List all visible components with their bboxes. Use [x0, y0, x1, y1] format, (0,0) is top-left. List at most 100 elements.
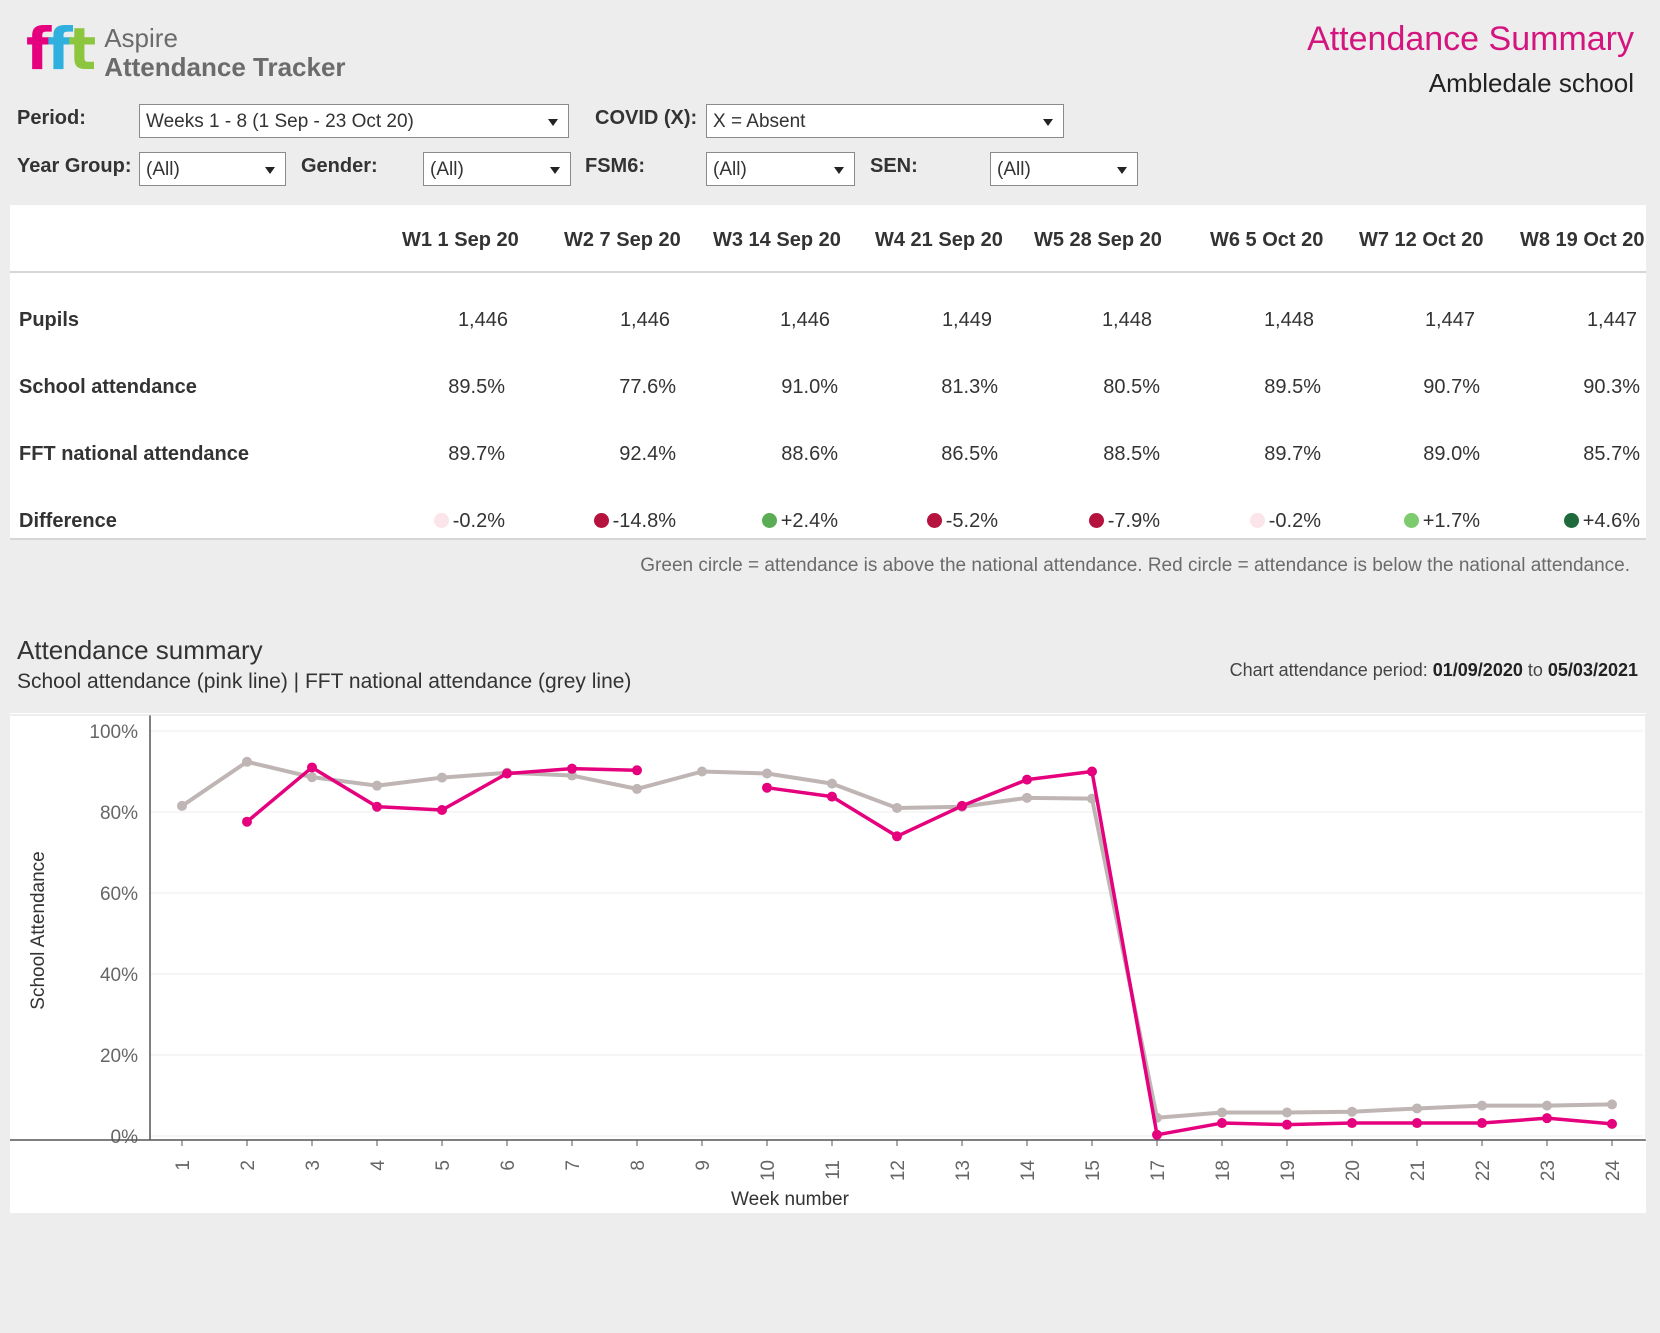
x-tick-label: 9: [693, 1160, 714, 1171]
gender-label: Gender:: [301, 155, 378, 177]
school-attendance-point: [957, 800, 967, 811]
chevron-down-icon: [550, 167, 560, 174]
school-attendance-point: [892, 831, 902, 842]
national-attendance-point: [242, 756, 252, 767]
logo-line2: Attendance Tracker: [104, 52, 346, 82]
national-attendance-point: [762, 768, 772, 779]
difference-cell: +4.6%: [1510, 510, 1640, 533]
school-attendance-point: [1607, 1118, 1617, 1129]
table-cell: 91.0%: [781, 376, 838, 398]
table-cell: 80.5%: [1103, 376, 1160, 398]
gender-select[interactable]: (All): [423, 152, 571, 186]
national-attendance-line: [180, 759, 1613, 1120]
table-row-school-attendance: School attendance 89.5% 77.6% 91.0% 81.3…: [10, 356, 1646, 422]
table-cell: 89.5%: [1264, 376, 1321, 398]
attendance-line-chart: 0%20%40%60%80%100%1 2 3 4 5 6 7 8 9 10 11 12 13 14 15 1…: [10, 714, 1647, 1210]
column-header: W8 19 Oct 20: [1520, 229, 1645, 251]
national-attendance-point: [1022, 792, 1032, 803]
table-cell: 1,446: [779, 309, 830, 331]
attendance-chart-panel: 0% 20% 40% 60% 80% 100% 1 2 3 4 5 6 7 8 9 10 11 12 13 14 15 1…: [10, 713, 1647, 1213]
x-tick-label: 18: [1213, 1160, 1234, 1181]
x-tick-label: 10: [758, 1160, 779, 1181]
column-header: W5 28 Sep 20: [1034, 229, 1162, 251]
covid-label: COVID (X):: [595, 107, 698, 129]
school-attendance-point: [1477, 1118, 1487, 1129]
gender-select-value: (All): [430, 159, 464, 180]
fsm6-select[interactable]: (All): [706, 152, 855, 186]
y-tick-label: 100%: [89, 722, 138, 743]
table-row-pupils: Pupils 1,446 1,446 1,446 1,449 1,448 1,4…: [10, 289, 1646, 355]
y-axis-title: School Attendance: [28, 851, 49, 1009]
difference-value: -5.2%: [945, 510, 998, 532]
table-cell: 89.7%: [1264, 443, 1321, 465]
difference-dot: [761, 513, 777, 528]
table-cell: 1,447: [1424, 309, 1475, 331]
logo-text: Aspire Attendance Tracker: [104, 24, 345, 82]
difference-cell: -0.2%: [1191, 510, 1321, 533]
table-cell: 89.0%: [1423, 443, 1480, 465]
year-group-select-value: (All): [146, 159, 180, 180]
school-attendance-point: [1282, 1119, 1292, 1130]
x-tick-label: 4: [368, 1160, 389, 1171]
column-header: W6 5 Oct 20: [1210, 229, 1324, 251]
difference-value: -14.8%: [612, 510, 676, 532]
national-attendance-point: [1607, 1099, 1617, 1110]
fft-logo-mark: fft: [26, 15, 96, 83]
difference-dot: [1249, 513, 1265, 528]
national-attendance-point: [892, 802, 902, 813]
x-tick-label: 2: [238, 1160, 259, 1171]
difference-value: +1.7%: [1422, 510, 1480, 532]
row-label: FFT national attendance: [19, 443, 250, 465]
column-header: W4 21 Sep 20: [875, 229, 1003, 251]
x-tick-label: 21: [1408, 1160, 1429, 1181]
table-header: W1 1 Sep 20 W2 7 Sep 20 W3 14 Sep 20 W4 …: [10, 205, 1646, 273]
difference-cell: -7.9%: [1030, 510, 1160, 533]
x-tick-label: 1: [173, 1160, 194, 1171]
x-tick-label: 20: [1343, 1160, 1364, 1181]
summary-table: W1 1 Sep 20 W2 7 Sep 20 W3 14 Sep 20 W4 …: [10, 205, 1646, 540]
table-cell: 86.5%: [941, 443, 998, 465]
x-tick-label: 24: [1603, 1160, 1624, 1182]
national-attendance-point: [1477, 1100, 1487, 1111]
table-cell: 85.7%: [1583, 443, 1640, 465]
x-tick-label: 23: [1538, 1160, 1559, 1181]
x-tick-label: 22: [1473, 1160, 1494, 1181]
school-attendance-point: [372, 801, 382, 812]
chevron-down-icon: [1043, 119, 1053, 126]
chart-title: Attendance summary: [17, 635, 263, 665]
school-attendance-point: [1152, 1129, 1162, 1140]
row-label: Difference: [19, 510, 117, 532]
period-select[interactable]: Weeks 1 - 8 (1 Sep - 23 Oct 20): [139, 104, 569, 138]
national-attendance-point: [1412, 1103, 1422, 1114]
difference-dot: [1088, 513, 1104, 528]
table-cell: 1,448: [1263, 309, 1314, 331]
difference-dot: [593, 513, 609, 528]
y-tick-label: 80%: [100, 803, 138, 824]
chart-period-prefix: Chart attendance period:: [1229, 660, 1428, 680]
row-label: Pupils: [19, 309, 80, 331]
national-attendance-point: [1282, 1107, 1292, 1118]
chevron-down-icon: [1117, 167, 1127, 174]
sen-select[interactable]: (All): [990, 152, 1138, 186]
year-group-select[interactable]: (All): [139, 152, 286, 186]
difference-cell: -14.8%: [546, 510, 676, 533]
table-cell: 1,447: [1586, 309, 1637, 331]
covid-select[interactable]: X = Absent: [706, 104, 1064, 138]
school-attendance-point: [632, 765, 642, 776]
table-cell: 88.5%: [1103, 443, 1160, 465]
difference-dot: [433, 513, 449, 528]
x-tick-label: 3: [303, 1160, 324, 1171]
covid-select-value: X = Absent: [713, 111, 806, 132]
x-axis-title: Week number: [731, 1189, 850, 1210]
period-label: Period:: [17, 107, 86, 129]
x-tick-label: 17: [1148, 1160, 1169, 1181]
x-tick-label: 19: [1278, 1160, 1299, 1181]
table-cell: 1,446: [457, 309, 508, 331]
x-tick-label: 8: [628, 1160, 649, 1171]
column-header: W7 12 Oct 20: [1359, 229, 1484, 251]
school-attendance-point: [1022, 774, 1032, 785]
y-tick-label: 40%: [100, 965, 138, 986]
national-attendance-point: [177, 800, 187, 811]
table-cell: 92.4%: [619, 443, 676, 465]
table-cell: 1,446: [619, 309, 670, 331]
